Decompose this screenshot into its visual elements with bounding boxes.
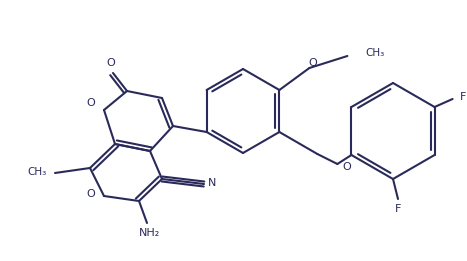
Text: F: F	[460, 92, 466, 102]
Text: CH₃: CH₃	[365, 48, 385, 58]
Text: O: O	[308, 58, 317, 68]
Text: N: N	[208, 178, 216, 188]
Text: O: O	[86, 189, 95, 199]
Text: F: F	[395, 204, 401, 214]
Text: NH₂: NH₂	[138, 228, 160, 238]
Text: CH₃: CH₃	[28, 167, 47, 177]
Text: O: O	[106, 58, 115, 68]
Text: O: O	[342, 162, 351, 172]
Text: O: O	[86, 98, 95, 108]
